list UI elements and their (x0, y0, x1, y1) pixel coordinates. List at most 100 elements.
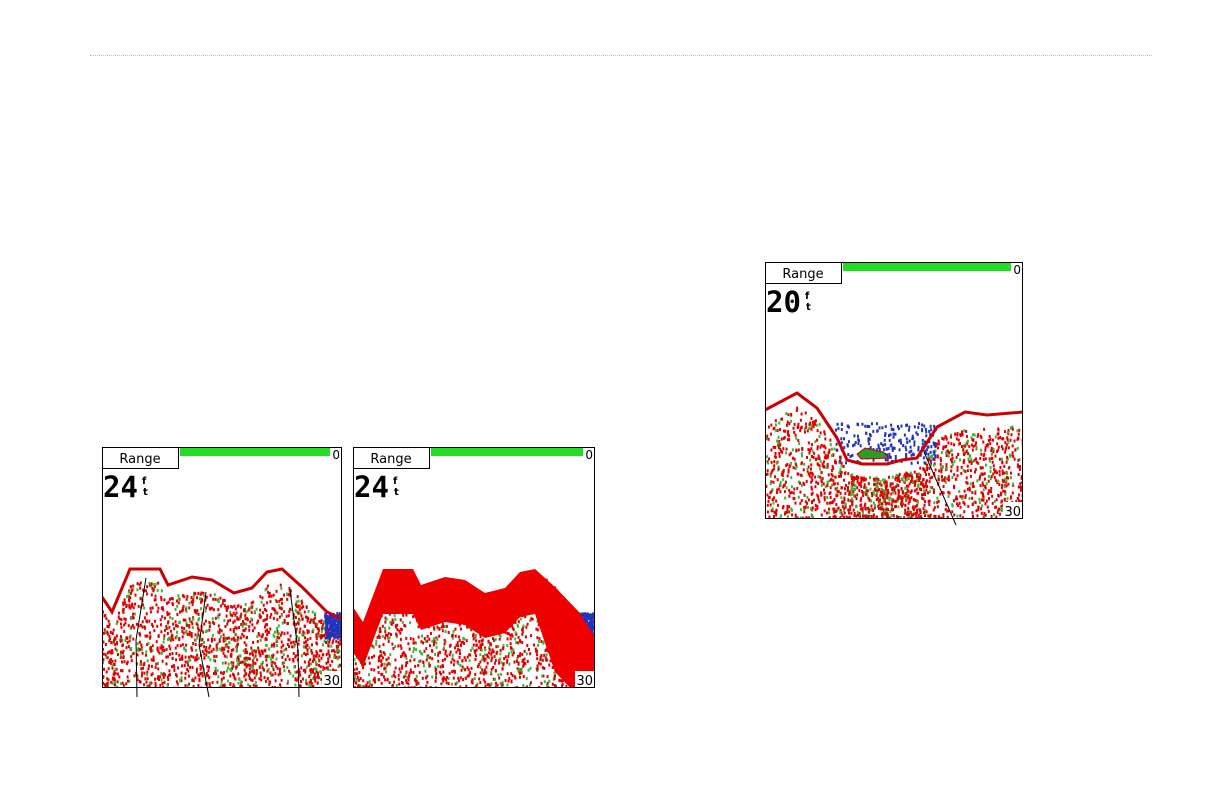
sonar-dot (536, 657, 539, 661)
sonar-dot (457, 644, 460, 648)
sonar-dot (236, 662, 239, 666)
sonar-dot (143, 683, 146, 687)
sonar-dot (149, 635, 152, 639)
sonar-dot (937, 475, 940, 479)
sonar-dot (910, 513, 913, 517)
sonar-dot (969, 469, 972, 473)
sonar-dot (904, 486, 907, 490)
sonar-dot (150, 681, 153, 685)
sonar-dot (146, 634, 149, 638)
sonar-dot (305, 653, 308, 657)
sonar-dot (338, 649, 341, 653)
sonar-dot (806, 469, 809, 473)
sonar-dot (205, 606, 208, 610)
sonar-dot (271, 666, 274, 670)
sonar-dot (823, 432, 826, 436)
sonar-dot (848, 515, 851, 519)
sonar-dot (965, 429, 968, 433)
sonar-dot (1008, 466, 1011, 470)
sonar-dot (252, 640, 255, 644)
sonar-dot (769, 472, 772, 476)
sonar-dot (803, 493, 806, 497)
sonar-dot (966, 487, 969, 491)
sonar-dot (842, 464, 845, 468)
sonar-dot (171, 601, 174, 605)
sonar-dot (305, 665, 308, 669)
sonar-dot (315, 641, 318, 645)
sonar-dot (412, 637, 415, 641)
sonar-dot (590, 620, 593, 624)
sonar-dot (168, 644, 171, 648)
sonar-dot (777, 446, 780, 450)
sonar-dot (105, 617, 108, 621)
sonar-dot (770, 470, 773, 474)
sonar-dot (1016, 429, 1019, 433)
sonar-dot (820, 513, 823, 517)
sonar-dot (199, 592, 202, 596)
sonar-dot (773, 460, 776, 464)
sonar-dot (1017, 473, 1020, 477)
sonar-dot (268, 682, 271, 686)
sonar-dot (190, 596, 193, 600)
sonar-dot (281, 601, 284, 605)
sonar-dot (826, 496, 829, 500)
sonar-dot (939, 457, 942, 461)
sonar-dot (252, 659, 255, 663)
sonar-dot (767, 457, 770, 461)
sonar-dot (514, 631, 517, 635)
sonar-dot (881, 511, 884, 515)
sonar-dot (225, 605, 228, 609)
sonar-dot (128, 596, 131, 600)
sonar-dot (105, 683, 108, 687)
sonar-dot (186, 684, 189, 688)
sonar-dot (252, 683, 255, 687)
sonar-dot (401, 664, 404, 668)
sonar-dot (928, 472, 931, 476)
sonar-dot (914, 498, 917, 502)
sonar-dot (845, 515, 848, 519)
sonar-dot (315, 654, 318, 658)
sonar-dot (235, 633, 238, 637)
sonar-dot (896, 499, 899, 503)
sonar-dot (261, 611, 264, 615)
sonar-dot (233, 638, 236, 642)
sonar-dot (249, 684, 252, 688)
sonar-dot (331, 634, 334, 638)
sonar-dot (517, 635, 520, 639)
sonar-dot (236, 648, 239, 652)
sonar-dot (168, 669, 171, 673)
sonar-dot (506, 683, 509, 687)
sonar-dot (332, 639, 335, 643)
sonar-dot (451, 636, 454, 640)
sonar-dot (481, 668, 484, 672)
sonar-dot (216, 642, 219, 646)
sonar-dot (405, 661, 408, 665)
sonar-dot (779, 514, 782, 518)
sonar-dot (218, 638, 221, 642)
sonar-dot (237, 659, 240, 663)
sonar-dot (791, 456, 794, 460)
sonar-dot (395, 684, 398, 688)
sonar-dot (508, 677, 511, 681)
sonar-dot (386, 663, 389, 667)
sonar-dot (970, 436, 973, 440)
sonar-dot (212, 608, 215, 612)
sonar-dot (493, 661, 496, 665)
sonar-dot (125, 662, 128, 666)
sonar-dot (912, 498, 915, 502)
sonar-dot (475, 684, 478, 688)
sonar-dot (311, 670, 314, 674)
sonar-dot (999, 435, 1002, 439)
sonar-dot (788, 453, 791, 457)
sonar-dot (295, 610, 298, 614)
sonar-dot (402, 613, 405, 617)
sonar-dot (388, 626, 391, 630)
sonar-dot (108, 639, 111, 643)
sonar-dot (960, 471, 963, 475)
sonar-dot (589, 622, 592, 626)
sonar-dot (211, 633, 214, 637)
sonar-dot (468, 672, 471, 676)
sonar-dot (384, 630, 387, 634)
sonar-dot (392, 646, 395, 650)
sonar-dot (206, 603, 209, 607)
